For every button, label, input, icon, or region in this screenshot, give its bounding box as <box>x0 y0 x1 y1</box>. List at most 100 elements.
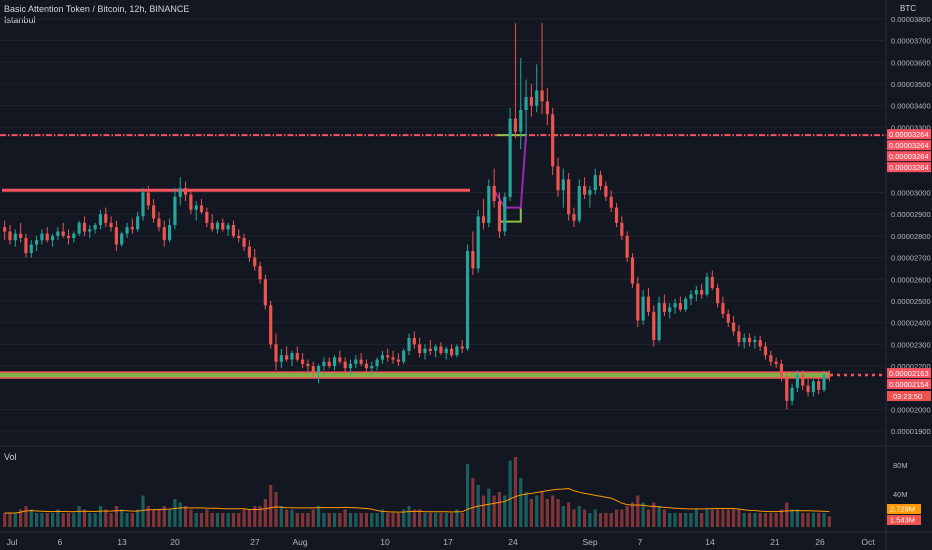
volume-bar <box>343 509 347 527</box>
candle-body <box>481 216 486 223</box>
candle-body <box>82 222 87 232</box>
volume-bar <box>577 506 581 527</box>
symbol-title[interactable]: Basic Attention Token / Bitcoin, 12h, BI… <box>4 4 190 14</box>
price-tick-label: 0.00003700 <box>891 37 931 46</box>
volume-bar <box>402 509 406 527</box>
candle-body <box>114 227 118 245</box>
volume-bar <box>731 509 736 527</box>
volume-bar <box>540 492 544 527</box>
candle-body <box>769 355 773 362</box>
candle-body <box>444 348 448 354</box>
candle-body <box>598 175 603 186</box>
candle-body <box>109 222 113 228</box>
price-axis[interactable]: 0.00003800 0.00003700 0.00003600 0.00003500… <box>887 15 931 436</box>
time-tick-label: 26 <box>815 537 825 547</box>
time-axis[interactable]: Jul 6 13 20 27 Aug 10 17 24 Sep 7 14 21 26 Oct <box>7 537 876 547</box>
volume-bar <box>13 513 17 527</box>
candle-body <box>221 222 225 230</box>
volume-bar <box>77 506 81 527</box>
candle-body <box>125 227 129 234</box>
candle-body <box>285 355 289 360</box>
volume-value-label: 1.543M <box>890 516 915 525</box>
volume-bar <box>8 513 12 527</box>
candle-body <box>551 114 555 167</box>
volume-tick-label: 80M <box>893 461 908 470</box>
candle-body <box>668 307 672 312</box>
candle-body <box>763 346 768 356</box>
candle-body <box>226 225 230 230</box>
volume-bar <box>785 502 789 527</box>
volume-bar <box>747 513 752 527</box>
candle-body <box>8 231 12 241</box>
volume-value-tag <box>887 504 921 514</box>
volume-bar <box>737 509 741 527</box>
volume-bar <box>439 513 443 527</box>
candle-body <box>694 290 698 295</box>
volume-bar <box>173 499 177 527</box>
candle-body <box>710 277 714 288</box>
resistance-price-tag <box>887 140 931 151</box>
support-price-label: 0.00002154 <box>889 380 929 389</box>
volume-bar <box>503 495 507 527</box>
volume-bar <box>226 513 230 527</box>
candle-body <box>678 303 682 310</box>
candle-body <box>790 387 794 401</box>
volume-bar <box>205 509 209 527</box>
volume-bar <box>641 502 645 527</box>
volume-bar <box>253 506 257 527</box>
support-price-tag <box>887 379 931 390</box>
time-tick-label: 20 <box>170 537 180 547</box>
price-tick-label: 0.00002900 <box>891 210 931 219</box>
candle-body <box>758 340 762 347</box>
volume-bar <box>332 513 337 527</box>
volume-bar <box>178 502 182 527</box>
candle-body <box>40 233 44 241</box>
candle-body <box>705 277 709 295</box>
candle-body <box>173 196 177 225</box>
candle-body <box>609 196 613 208</box>
volume-bar <box>104 509 108 527</box>
candle-body <box>348 363 353 369</box>
candle-body <box>61 231 65 236</box>
candle-body <box>646 296 651 312</box>
volume-bar <box>114 506 118 527</box>
candle-body <box>487 185 491 223</box>
candle-body <box>540 90 544 102</box>
candle-body <box>380 355 385 360</box>
volume-bar <box>380 509 385 527</box>
support-band <box>0 372 830 379</box>
candle-body <box>146 192 150 206</box>
volume-bar <box>460 513 464 527</box>
price-tick-label: 0.00002500 <box>891 297 931 306</box>
time-tick-label: Jul <box>7 537 18 547</box>
volume-bar <box>763 513 768 527</box>
volume-bar <box>726 509 730 527</box>
candle-body <box>630 257 635 284</box>
candle-body <box>476 216 480 269</box>
candle-body <box>583 185 587 195</box>
volume-bar <box>556 499 560 527</box>
candle-body <box>295 353 299 360</box>
volume-bar <box>189 509 193 527</box>
volume-bar <box>242 509 246 527</box>
volume-bar <box>678 513 682 527</box>
time-tick-label: Aug <box>292 537 307 547</box>
volume-bar <box>551 495 555 527</box>
countdown-label: 03:23:50 <box>893 392 922 401</box>
time-tick-label: 27 <box>250 537 260 547</box>
candle-body <box>311 366 315 373</box>
candle-body <box>34 240 39 245</box>
volume-bar <box>157 509 161 527</box>
volume-bar <box>449 513 454 527</box>
currency-label: BTC <box>900 4 916 13</box>
volume-bar <box>790 509 794 527</box>
candle-body <box>689 294 693 299</box>
candle-body <box>439 346 443 354</box>
volume-bar <box>668 513 672 527</box>
volume-bar <box>673 513 677 527</box>
volume-bar <box>646 509 651 527</box>
volume-ma-line <box>4 487 830 514</box>
volume-bar <box>455 509 459 527</box>
candle-body <box>215 222 220 230</box>
